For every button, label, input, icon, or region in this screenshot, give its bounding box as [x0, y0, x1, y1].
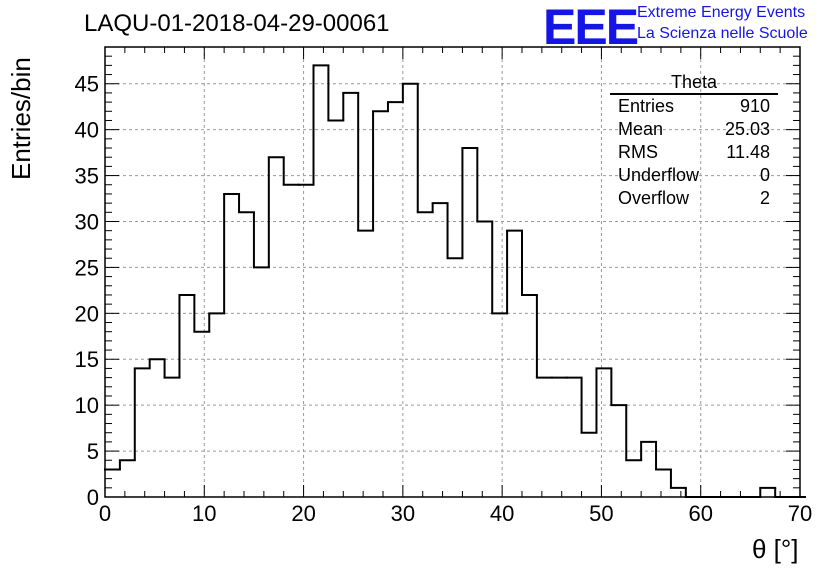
- y-tick-label: 0: [87, 485, 99, 510]
- x-tick-label: 60: [688, 501, 712, 526]
- y-tick-label: 10: [75, 393, 99, 418]
- eee-logo: EEE: [543, 0, 639, 55]
- stats-row-underflow: Underflow 0: [610, 164, 778, 187]
- y-tick-label: 20: [75, 301, 99, 326]
- x-tick-label: 20: [291, 501, 315, 526]
- y-tick-label: 45: [75, 72, 99, 97]
- stats-row-mean: Mean 25.03: [610, 118, 778, 141]
- stats-value: 2: [759, 188, 770, 208]
- y-tick-label: 30: [75, 209, 99, 234]
- x-tick-label: 40: [490, 501, 514, 526]
- x-tick-label: 50: [589, 501, 613, 526]
- y-tick-label: 5: [87, 439, 99, 464]
- x-tick-label: 30: [391, 501, 415, 526]
- y-tick-label: 25: [75, 255, 99, 280]
- logo-line-1: Extreme Energy Events: [637, 4, 806, 21]
- stats-row-rms: RMS 11.48: [610, 141, 778, 164]
- stats-row-overflow: Overflow 2: [610, 187, 778, 210]
- stats-value: 0: [759, 165, 770, 185]
- stats-label: Overflow: [618, 188, 690, 208]
- stats-label: Entries: [618, 96, 675, 116]
- stats-label: RMS: [618, 142, 658, 162]
- y-axis-label: Entries/bin: [6, 57, 36, 180]
- x-axis-label: θ [°]: [752, 534, 799, 564]
- stats-row-entries: Entries 910: [610, 95, 778, 118]
- stats-title: Theta: [610, 72, 778, 95]
- stats-label: Underflow: [618, 165, 700, 185]
- chart-title: LAQU-01-2018-04-29-00061: [84, 10, 390, 37]
- y-tick-label: 40: [75, 118, 99, 143]
- stats-value: 25.03: [724, 119, 770, 139]
- x-tick-label: 70: [788, 501, 812, 526]
- stats-value: 910: [739, 96, 770, 116]
- y-tick-label: 15: [75, 347, 99, 372]
- x-tick-label: 0: [99, 501, 111, 526]
- stats-value: 11.48: [726, 142, 770, 162]
- y-tick-label: 35: [75, 164, 99, 189]
- logo-line-2: La Scienza nelle Scuole: [637, 25, 808, 42]
- stats-box: Theta Entries 910 Mean 25.03 RMS 11.48 U…: [610, 72, 778, 210]
- stats-label: Mean: [618, 119, 664, 139]
- plot-frame: [104, 46, 801, 498]
- x-tick-label: 10: [192, 501, 216, 526]
